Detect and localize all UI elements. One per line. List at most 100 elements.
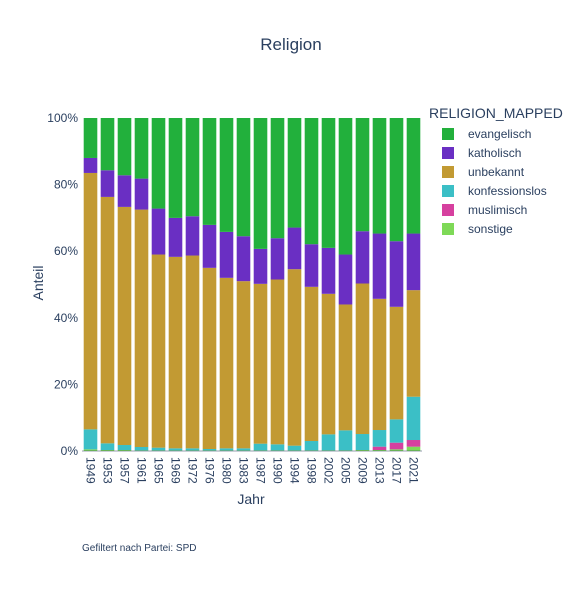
bar-unbekannt-1987[interactable] <box>253 283 268 444</box>
bar-muslimisch-2013[interactable] <box>372 446 387 450</box>
bar-sonstige-1990[interactable] <box>270 450 285 451</box>
bar-muslimisch-2017[interactable] <box>389 442 404 450</box>
bar-katholisch-1994[interactable] <box>287 227 302 270</box>
bar-evangelisch-2005[interactable] <box>338 118 353 255</box>
bar-konfessionslos-2021[interactable] <box>406 396 421 441</box>
bar-konfessionslos-2017[interactable] <box>389 419 404 443</box>
bar-sonstige-1969[interactable] <box>168 450 183 451</box>
legend-item-sonstige[interactable]: sonstige <box>442 222 513 236</box>
legend-item-konfessionslos[interactable]: konfessionslos <box>442 184 547 198</box>
bar-konfessionslos-2009[interactable] <box>355 434 370 450</box>
bar-sonstige-1976[interactable] <box>202 450 217 451</box>
bar-katholisch-1998[interactable] <box>304 244 319 287</box>
bar-evangelisch-2017[interactable] <box>389 118 404 242</box>
bar-konfessionslos-1976[interactable] <box>202 449 217 451</box>
bar-evangelisch-1965[interactable] <box>151 118 166 209</box>
bar-evangelisch-2002[interactable] <box>321 118 336 248</box>
bar-evangelisch-1987[interactable] <box>253 118 268 249</box>
bar-katholisch-1953[interactable] <box>100 170 115 197</box>
bar-sonstige-1961[interactable] <box>134 450 149 451</box>
bar-katholisch-2009[interactable] <box>355 231 370 284</box>
bar-katholisch-1949[interactable] <box>83 157 98 173</box>
bar-unbekannt-1998[interactable] <box>304 286 319 442</box>
bar-unbekannt-1957[interactable] <box>117 206 132 445</box>
bar-sonstige-1957[interactable] <box>117 450 132 451</box>
legend-item-katholisch[interactable]: katholisch <box>442 146 521 160</box>
bar-sonstige-1949[interactable] <box>83 449 98 451</box>
bar-evangelisch-1980[interactable] <box>219 118 234 232</box>
bar-katholisch-1957[interactable] <box>117 175 132 207</box>
bar-evangelisch-1957[interactable] <box>117 118 132 176</box>
bar-evangelisch-2021[interactable] <box>406 118 421 234</box>
bar-muslimisch-2021[interactable] <box>406 440 421 447</box>
bar-katholisch-1987[interactable] <box>253 248 268 284</box>
bar-unbekannt-2005[interactable] <box>338 304 353 431</box>
bar-unbekannt-1949[interactable] <box>83 172 98 430</box>
bar-konfessionslos-1972[interactable] <box>185 448 200 451</box>
legend-item-evangelisch[interactable]: evangelisch <box>442 127 531 141</box>
bar-sonstige-1983[interactable] <box>236 450 251 451</box>
bar-konfessionslos-2013[interactable] <box>372 430 387 447</box>
bar-unbekannt-1980[interactable] <box>219 277 234 449</box>
bar-evangelisch-1990[interactable] <box>270 118 285 239</box>
bar-sonstige-2002[interactable] <box>321 450 336 451</box>
bar-konfessionslos-1998[interactable] <box>304 441 319 451</box>
bar-unbekannt-1953[interactable] <box>100 196 115 444</box>
bar-konfessionslos-2002[interactable] <box>321 434 336 451</box>
bar-evangelisch-2013[interactable] <box>372 118 387 234</box>
bar-unbekannt-1969[interactable] <box>168 256 183 449</box>
bar-sonstige-2017[interactable] <box>389 449 404 451</box>
bar-sonstige-1965[interactable] <box>151 450 166 451</box>
bar-katholisch-2021[interactable] <box>406 233 421 291</box>
bar-konfessionslos-1980[interactable] <box>219 448 234 451</box>
bar-unbekannt-2009[interactable] <box>355 283 370 435</box>
bar-unbekannt-1961[interactable] <box>134 209 149 448</box>
bar-evangelisch-1976[interactable] <box>202 118 217 225</box>
bar-evangelisch-1983[interactable] <box>236 118 251 237</box>
bar-katholisch-1990[interactable] <box>270 238 285 280</box>
bar-konfessionslos-1990[interactable] <box>270 444 285 451</box>
bar-katholisch-1980[interactable] <box>219 231 234 278</box>
bar-evangelisch-2009[interactable] <box>355 118 370 232</box>
bar-konfessionslos-1957[interactable] <box>117 445 132 451</box>
bar-sonstige-2021[interactable] <box>406 446 421 451</box>
bar-evangelisch-1972[interactable] <box>185 118 200 217</box>
bar-unbekannt-2021[interactable] <box>406 290 421 397</box>
bar-evangelisch-1961[interactable] <box>134 118 149 179</box>
bar-unbekannt-1976[interactable] <box>202 267 217 449</box>
bar-konfessionslos-1987[interactable] <box>253 443 268 451</box>
bar-konfessionslos-1994[interactable] <box>287 445 302 451</box>
bar-evangelisch-1953[interactable] <box>100 118 115 171</box>
bar-unbekannt-1965[interactable] <box>151 254 166 448</box>
bar-unbekannt-1983[interactable] <box>236 281 251 449</box>
bar-katholisch-1969[interactable] <box>168 217 183 257</box>
bar-sonstige-1998[interactable] <box>304 450 319 451</box>
bar-unbekannt-1994[interactable] <box>287 269 302 446</box>
bar-evangelisch-1994[interactable] <box>287 118 302 228</box>
bar-unbekannt-1972[interactable] <box>185 255 200 449</box>
bar-konfessionslos-1983[interactable] <box>236 448 251 451</box>
bar-konfessionslos-1953[interactable] <box>100 443 115 450</box>
bar-konfessionslos-1949[interactable] <box>83 429 98 450</box>
bar-konfessionslos-1969[interactable] <box>168 448 183 451</box>
bar-sonstige-2013[interactable] <box>372 450 387 451</box>
bar-sonstige-1972[interactable] <box>185 450 200 451</box>
bar-unbekannt-2013[interactable] <box>372 298 387 431</box>
bar-katholisch-2013[interactable] <box>372 233 387 299</box>
bar-katholisch-1961[interactable] <box>134 178 149 210</box>
bar-konfessionslos-2005[interactable] <box>338 430 353 451</box>
bar-evangelisch-1969[interactable] <box>168 118 183 218</box>
bar-sonstige-1980[interactable] <box>219 450 234 451</box>
bar-sonstige-1987[interactable] <box>253 450 268 451</box>
bar-sonstige-1953[interactable] <box>100 450 115 451</box>
bar-evangelisch-1998[interactable] <box>304 118 319 245</box>
bar-sonstige-1994[interactable] <box>287 450 302 451</box>
bar-konfessionslos-1961[interactable] <box>134 447 149 451</box>
bar-katholisch-1965[interactable] <box>151 208 166 255</box>
bar-evangelisch-1949[interactable] <box>83 118 98 158</box>
legend-item-unbekannt[interactable]: unbekannt <box>442 165 525 179</box>
bar-katholisch-2005[interactable] <box>338 254 353 305</box>
bar-konfessionslos-1965[interactable] <box>151 447 166 451</box>
bar-katholisch-1983[interactable] <box>236 236 251 282</box>
bar-sonstige-2005[interactable] <box>338 450 353 451</box>
